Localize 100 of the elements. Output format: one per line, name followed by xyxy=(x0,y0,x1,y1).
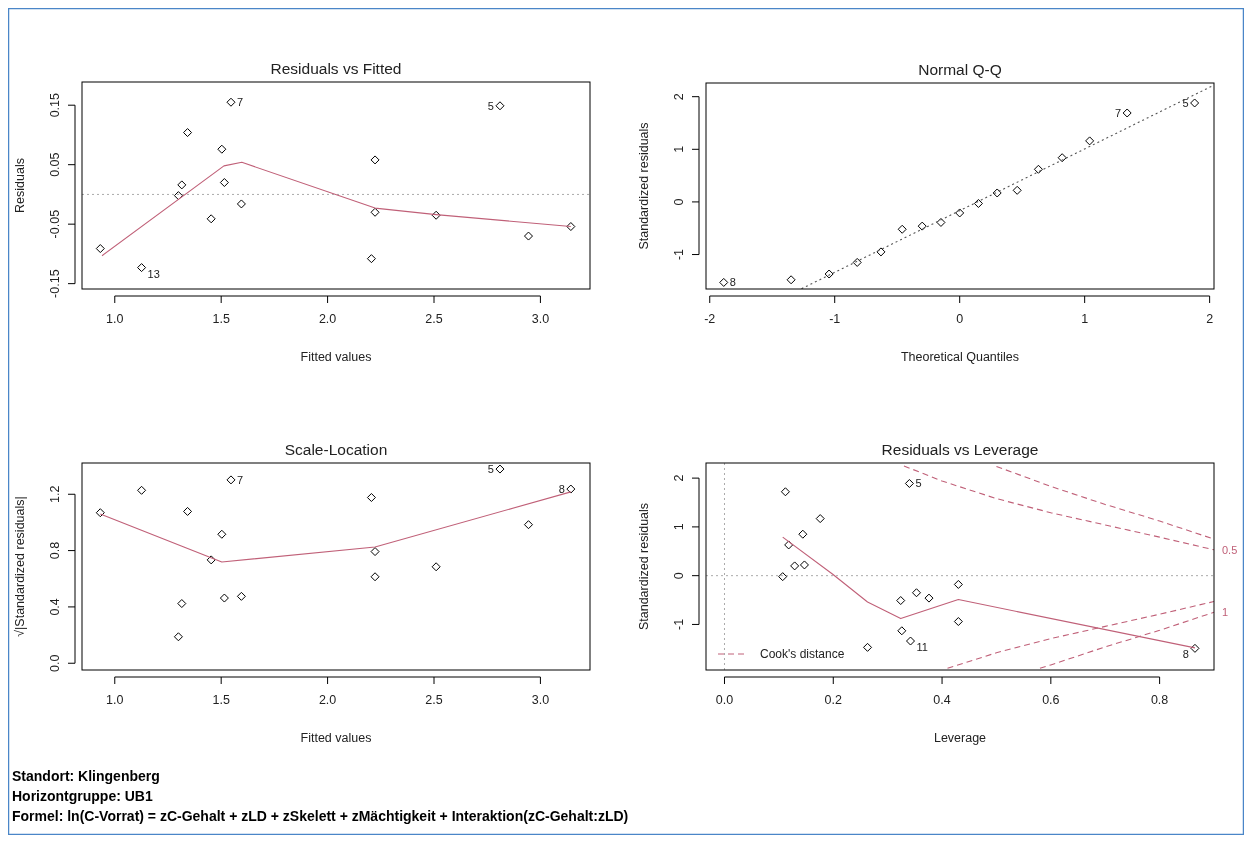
x-tick-label: 1.0 xyxy=(106,312,124,326)
y-tick-label: 2 xyxy=(672,93,686,101)
point xyxy=(1012,185,1022,195)
point xyxy=(183,506,193,516)
x-tick-label: 3.0 xyxy=(531,693,550,707)
x-tick-label: 2.5 xyxy=(425,693,443,707)
point xyxy=(798,529,808,539)
point xyxy=(370,155,380,165)
point xyxy=(226,97,236,107)
point xyxy=(370,572,380,582)
point xyxy=(177,599,187,609)
point xyxy=(219,178,229,188)
annotation: 1 xyxy=(1222,606,1229,619)
point xyxy=(1190,643,1200,653)
point xyxy=(786,275,796,285)
point xyxy=(366,254,376,264)
point xyxy=(173,191,183,201)
y-tick-label: 1 xyxy=(672,145,686,153)
point xyxy=(1085,136,1095,146)
line-series xyxy=(903,465,1214,551)
chart-title: Residuals vs Leverage xyxy=(881,441,1039,458)
x-tick-label: 1.0 xyxy=(106,693,124,707)
x-tick-label: 2.0 xyxy=(318,693,337,707)
point xyxy=(897,224,907,234)
point xyxy=(936,217,946,227)
x-tick-label: 2.0 xyxy=(318,312,337,326)
point xyxy=(173,632,183,642)
line-series xyxy=(995,465,1214,540)
point xyxy=(799,560,809,570)
annotation: 7 xyxy=(1115,106,1122,119)
point xyxy=(815,514,825,524)
y-tick-label: -0.05 xyxy=(48,209,62,239)
point xyxy=(566,484,576,494)
point xyxy=(431,210,441,220)
point xyxy=(217,144,227,154)
y-tick-label: 0 xyxy=(672,572,686,580)
annotation: 7 xyxy=(236,473,244,486)
x-axis-title: Leverage xyxy=(933,731,987,745)
point xyxy=(790,561,800,571)
point xyxy=(431,562,441,572)
point xyxy=(1057,153,1067,163)
x-tick-label: 0 xyxy=(956,312,964,326)
point xyxy=(1190,98,1200,108)
point xyxy=(778,572,788,582)
x-tick-label: 0.6 xyxy=(1042,693,1060,707)
point xyxy=(1122,108,1132,118)
point xyxy=(370,547,380,557)
x-tick-label: 2 xyxy=(1206,312,1214,326)
point xyxy=(924,593,934,603)
point xyxy=(904,478,914,488)
point xyxy=(524,231,533,241)
point xyxy=(566,222,576,232)
annotation: 13 xyxy=(147,267,160,280)
point xyxy=(206,555,216,565)
annotation: 8 xyxy=(729,276,736,289)
annotation: 8 xyxy=(1182,648,1189,661)
point xyxy=(366,493,376,502)
text: Standort: Klingenberg xyxy=(12,768,160,784)
annotation: 8 xyxy=(558,483,565,496)
chart-title: Normal Q-Q xyxy=(918,61,1002,78)
x-tick-label: -2 xyxy=(704,312,716,326)
x-axis-title: Theoretical Quantiles xyxy=(900,350,1020,364)
annotation: 11 xyxy=(916,641,928,654)
y-tick-label: 0.15 xyxy=(48,92,62,118)
point xyxy=(226,475,236,485)
point xyxy=(876,247,886,257)
point xyxy=(206,214,216,224)
point xyxy=(236,199,246,209)
x-tick-label: 1.5 xyxy=(212,693,230,707)
y-tick-label: 0.0 xyxy=(48,654,62,672)
y-tick-label: -0.15 xyxy=(48,269,62,298)
x-tick-label: 1.5 xyxy=(212,312,230,326)
y-tick-label: 0.4 xyxy=(48,598,62,616)
annotation: 5 xyxy=(487,99,494,112)
point xyxy=(719,277,729,287)
x-tick-label: 3.0 xyxy=(531,312,550,326)
y-tick-label: -1 xyxy=(672,618,686,631)
point xyxy=(177,180,187,190)
x-tick-label: 0.4 xyxy=(933,693,951,707)
x-tick-label: 1 xyxy=(1081,312,1089,326)
x-tick-label: -1 xyxy=(829,312,841,326)
y-tick-label: 1 xyxy=(672,523,686,531)
y-tick-label: 0 xyxy=(672,198,686,206)
x-tick-label: 0.2 xyxy=(824,693,842,707)
annotation: 5 xyxy=(1182,96,1189,109)
point xyxy=(495,464,505,474)
point xyxy=(824,269,834,279)
y-axis-title: Residuals xyxy=(13,158,27,213)
point xyxy=(955,208,965,218)
point xyxy=(896,596,906,606)
y-axis-title: √|Standardized residuals| xyxy=(13,496,27,637)
legend-label: Cook's distance xyxy=(760,647,845,661)
point xyxy=(219,593,229,603)
annotation: 0.5 xyxy=(1222,543,1238,556)
annotation: 7 xyxy=(236,96,244,109)
point xyxy=(370,207,380,217)
point xyxy=(863,642,873,652)
chart-title: Scale-Location xyxy=(284,441,388,458)
point xyxy=(953,617,963,627)
point xyxy=(992,188,1002,198)
